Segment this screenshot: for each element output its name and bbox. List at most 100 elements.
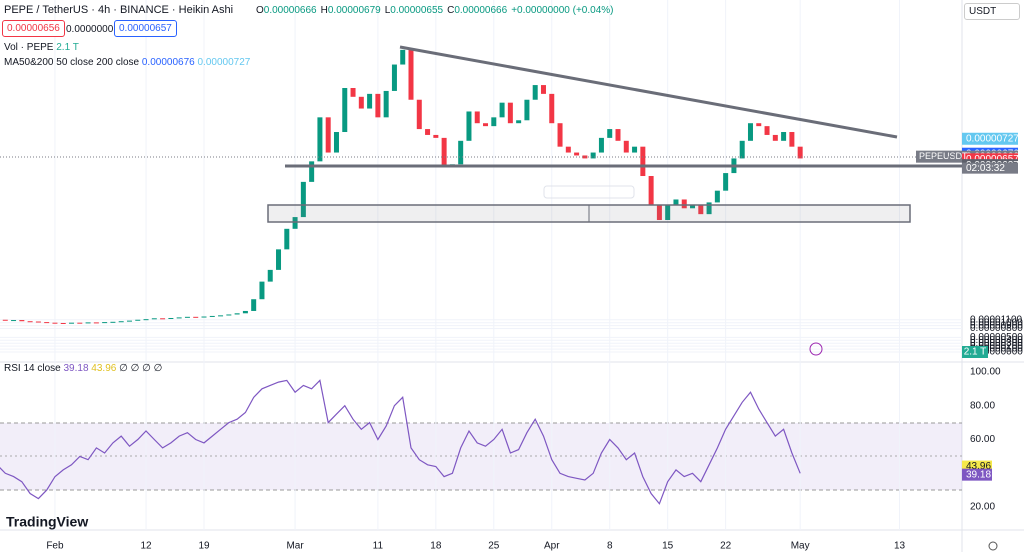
ohlc-key: H xyxy=(320,5,328,16)
candle xyxy=(540,85,546,94)
vol-name: Vol · PEPE xyxy=(4,42,54,53)
x-tick-label: 18 xyxy=(430,541,442,552)
candle xyxy=(52,322,58,324)
candle xyxy=(176,317,182,319)
y-tick-label: 0.00000900 xyxy=(970,320,1023,331)
symbol-label: PEPEUSDT xyxy=(919,151,968,161)
candle xyxy=(126,320,132,322)
logo: TradingView xyxy=(6,514,88,530)
candle xyxy=(797,146,803,159)
candle xyxy=(259,281,265,300)
y-tick-label: 0.00001100 xyxy=(970,314,1023,325)
candle xyxy=(358,96,364,109)
candle xyxy=(714,190,720,203)
candle xyxy=(234,313,240,315)
candle xyxy=(85,322,91,324)
candle xyxy=(168,317,174,319)
ohlc-value: 0.00000666 xyxy=(263,5,317,16)
candle xyxy=(516,120,522,124)
settings-icon[interactable] xyxy=(988,541,998,551)
candle xyxy=(19,320,25,322)
ma200-value: 0.00000727 xyxy=(197,57,251,68)
rsi-tick-label: 100.00 xyxy=(970,367,1001,378)
candle xyxy=(665,205,671,221)
candle xyxy=(747,123,753,141)
candle xyxy=(35,321,41,323)
candle xyxy=(226,314,232,316)
spread: 0.00000001 xyxy=(66,24,119,35)
x-tick-label: May xyxy=(791,541,810,552)
y-tick-label: 0.00000800 xyxy=(970,323,1023,334)
candle xyxy=(565,146,571,153)
currency-button[interactable]: USDT xyxy=(964,3,1020,20)
candle xyxy=(300,181,306,218)
candle xyxy=(466,111,472,141)
candle xyxy=(549,93,555,124)
candle xyxy=(267,269,273,282)
symbol-text: PEPE / TetherUS · 4h · BINANCE · Heikin … xyxy=(4,4,234,16)
x-tick-label: 19 xyxy=(198,541,210,552)
countdown: 02:03:32 xyxy=(966,163,1005,174)
candle xyxy=(723,173,729,191)
candle xyxy=(474,111,480,124)
candle xyxy=(143,319,149,321)
rsi-tick-label: 20.00 xyxy=(970,502,995,513)
rsi-tick-label: 60.00 xyxy=(970,434,995,445)
candle xyxy=(632,146,638,153)
rsi-value: 39.18 xyxy=(63,363,89,374)
x-tick-label: Mar xyxy=(286,541,304,552)
candle xyxy=(681,199,687,209)
candle xyxy=(673,199,679,206)
rsi-label-bg xyxy=(962,468,992,481)
buy-button[interactable]: 0.00000657 xyxy=(114,20,177,37)
candle xyxy=(350,88,356,97)
x-tick-label: 13 xyxy=(894,541,906,552)
y-tick-label: 0.00000000 xyxy=(970,347,1023,358)
candle xyxy=(160,318,166,320)
x-tick-label: 22 xyxy=(720,541,732,552)
alert-icon[interactable] xyxy=(809,342,823,356)
candle xyxy=(27,321,33,323)
candle xyxy=(607,129,613,138)
candle xyxy=(400,49,406,65)
candle xyxy=(102,322,108,324)
candle xyxy=(789,132,795,147)
candle xyxy=(433,134,439,138)
candle xyxy=(317,117,323,162)
candle xyxy=(772,134,778,141)
candle xyxy=(499,102,505,118)
rsi-label: 39.18 xyxy=(966,469,991,480)
y-tick-label: 0.00000300 xyxy=(970,338,1023,349)
x-tick-label: Feb xyxy=(46,541,64,552)
candle xyxy=(483,123,489,127)
candle xyxy=(507,102,513,124)
candle xyxy=(251,299,257,311)
candle xyxy=(2,319,8,321)
rsi-line xyxy=(0,379,801,505)
rsi-ma-value: 43.96 xyxy=(91,363,117,374)
candle xyxy=(648,176,654,206)
ma-name: MA50&200 50 close 200 close xyxy=(4,57,140,68)
ohlc-key: C xyxy=(447,5,455,16)
candle xyxy=(325,117,331,153)
ohlc-value: 0.00000655 xyxy=(390,5,444,16)
sell-button[interactable]: 0.00000656 xyxy=(2,20,65,37)
rsi-extra: ∅ ∅ ∅ ∅ xyxy=(119,363,163,374)
candle xyxy=(582,155,588,159)
candle xyxy=(284,228,290,250)
vol-legend: Vol · PEPE 2.1 T xyxy=(4,42,79,53)
candle xyxy=(574,152,580,156)
candle xyxy=(524,99,530,121)
candle xyxy=(110,321,116,323)
candle xyxy=(93,322,99,324)
candle xyxy=(218,315,224,317)
candle xyxy=(615,129,621,141)
candle xyxy=(383,90,389,118)
symbol[interactable]: PEPE / TetherUS · 4h · BINANCE · Heikin … xyxy=(4,4,233,16)
ohlc: O0.00000666 H0.00000679 L0.00000655 C0.0000… xyxy=(256,5,614,16)
y-tick-label: 0.00000100 xyxy=(970,344,1023,355)
candle xyxy=(739,140,745,159)
candle xyxy=(60,322,66,324)
